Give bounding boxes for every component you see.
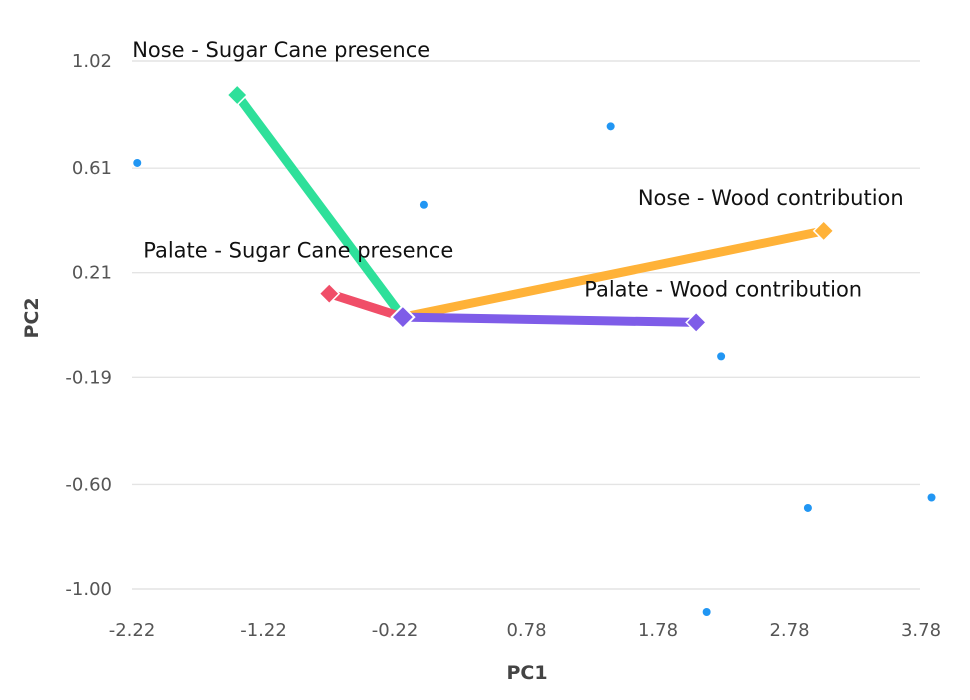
y-tick-label: -0.60 <box>65 474 112 495</box>
loading-vector-line <box>324 289 408 322</box>
y-tick-label: 1.02 <box>72 51 112 72</box>
score-point <box>717 352 726 361</box>
loading-vector-label: Nose - Wood contribution <box>638 186 904 210</box>
loading-vector-label: Palate - Sugar Cane presence <box>143 239 453 263</box>
y-axis-ticks: 1.02 0.61 0.21 -0.19 -0.60 -1.00 <box>65 51 112 600</box>
x-tick-label: -2.22 <box>109 620 156 641</box>
score-point <box>133 158 142 167</box>
score-point <box>606 122 615 131</box>
y-tick-label: -1.00 <box>65 579 112 600</box>
loading-vector-label: Palate - Wood contribution <box>584 277 862 301</box>
loading-vector-marker <box>318 282 341 305</box>
loading-vector-label: Nose - Sugar Cane presence <box>132 38 430 62</box>
x-tick-label: 0.78 <box>506 620 546 641</box>
y-tick-label: -0.19 <box>65 367 112 388</box>
loading-vector-line <box>398 312 701 327</box>
loading-vector-line <box>398 226 829 322</box>
score-point <box>803 503 812 512</box>
score-point <box>927 493 936 502</box>
x-tick-label: 2.78 <box>769 620 809 641</box>
loading-labels: Nose - Sugar Cane presence Palate - Sugar… <box>132 38 903 301</box>
x-tick-label: -1.22 <box>240 620 287 641</box>
x-tick-label: 3.78 <box>901 620 941 641</box>
loading-vector-marker <box>812 219 835 242</box>
loading-vector-line <box>232 90 408 322</box>
x-tick-label: 1.78 <box>638 620 678 641</box>
score-points <box>133 122 936 616</box>
score-point <box>702 608 711 616</box>
gridlines <box>132 60 920 590</box>
x-tick-label: -0.22 <box>372 620 419 641</box>
y-axis-title: PC2 <box>21 297 43 338</box>
origin-marker <box>390 304 416 330</box>
score-point <box>419 200 428 209</box>
loading-vector-marker <box>226 84 249 106</box>
loading-vector-marker <box>685 311 708 334</box>
x-axis-ticks: -2.22 -1.22 -0.22 0.78 1.78 2.78 3.78 <box>109 620 941 641</box>
x-axis-title: PC1 <box>506 662 547 684</box>
y-tick-label: 0.21 <box>72 263 112 284</box>
y-tick-label: 0.61 <box>72 158 112 179</box>
loading-vectors <box>226 84 835 334</box>
